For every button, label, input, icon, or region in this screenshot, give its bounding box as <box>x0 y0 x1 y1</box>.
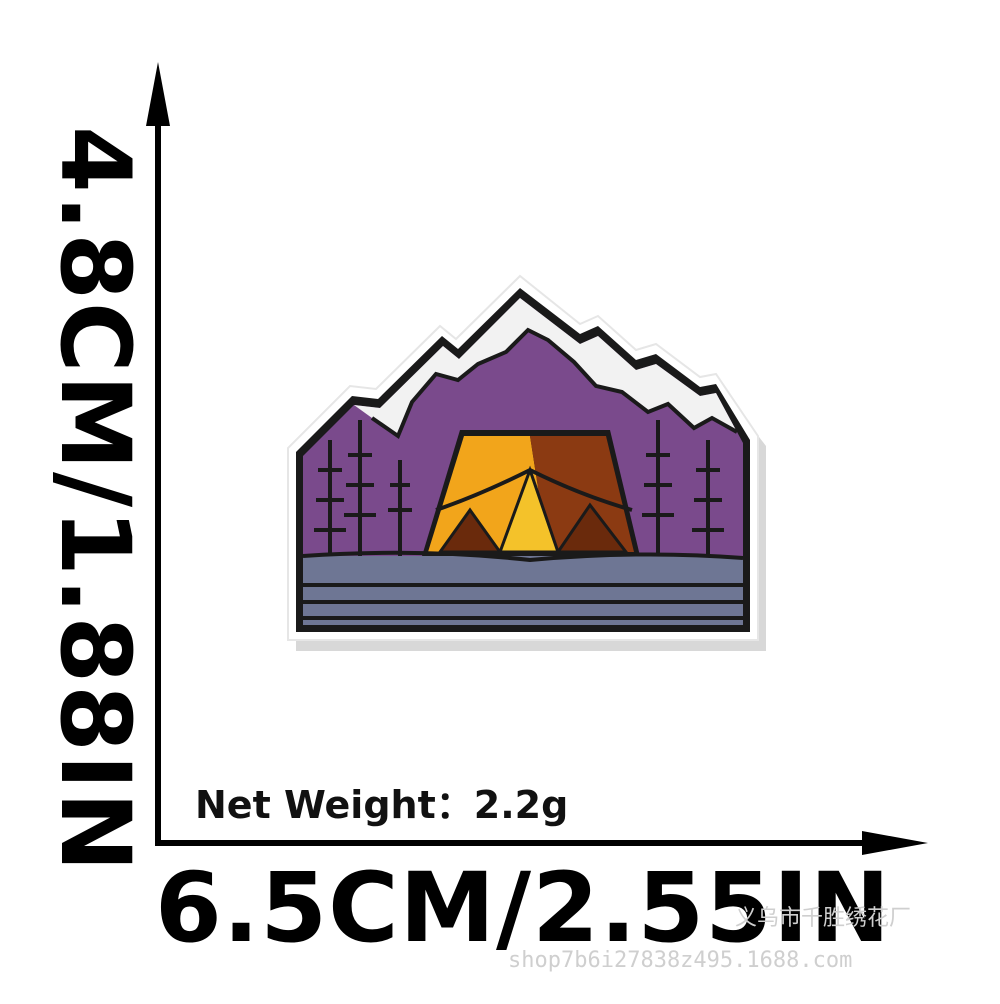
width-dimension-label: 6.5CM/2.55IN <box>155 852 892 964</box>
height-arrowhead-icon <box>146 62 170 126</box>
embroidered-patch <box>287 274 766 651</box>
height-dimension-label: 4.8CM/1.88IN <box>39 125 151 875</box>
watermark-shop-name: 义乌市千胜绣花厂 <box>735 906 912 931</box>
watermark-shop-url: shop7b6i27838z495.1688.com <box>508 948 853 973</box>
width-arrowhead-icon <box>862 831 928 855</box>
tent-icon <box>422 430 640 556</box>
net-weight-label: Net Weight：2.2g <box>195 783 569 827</box>
